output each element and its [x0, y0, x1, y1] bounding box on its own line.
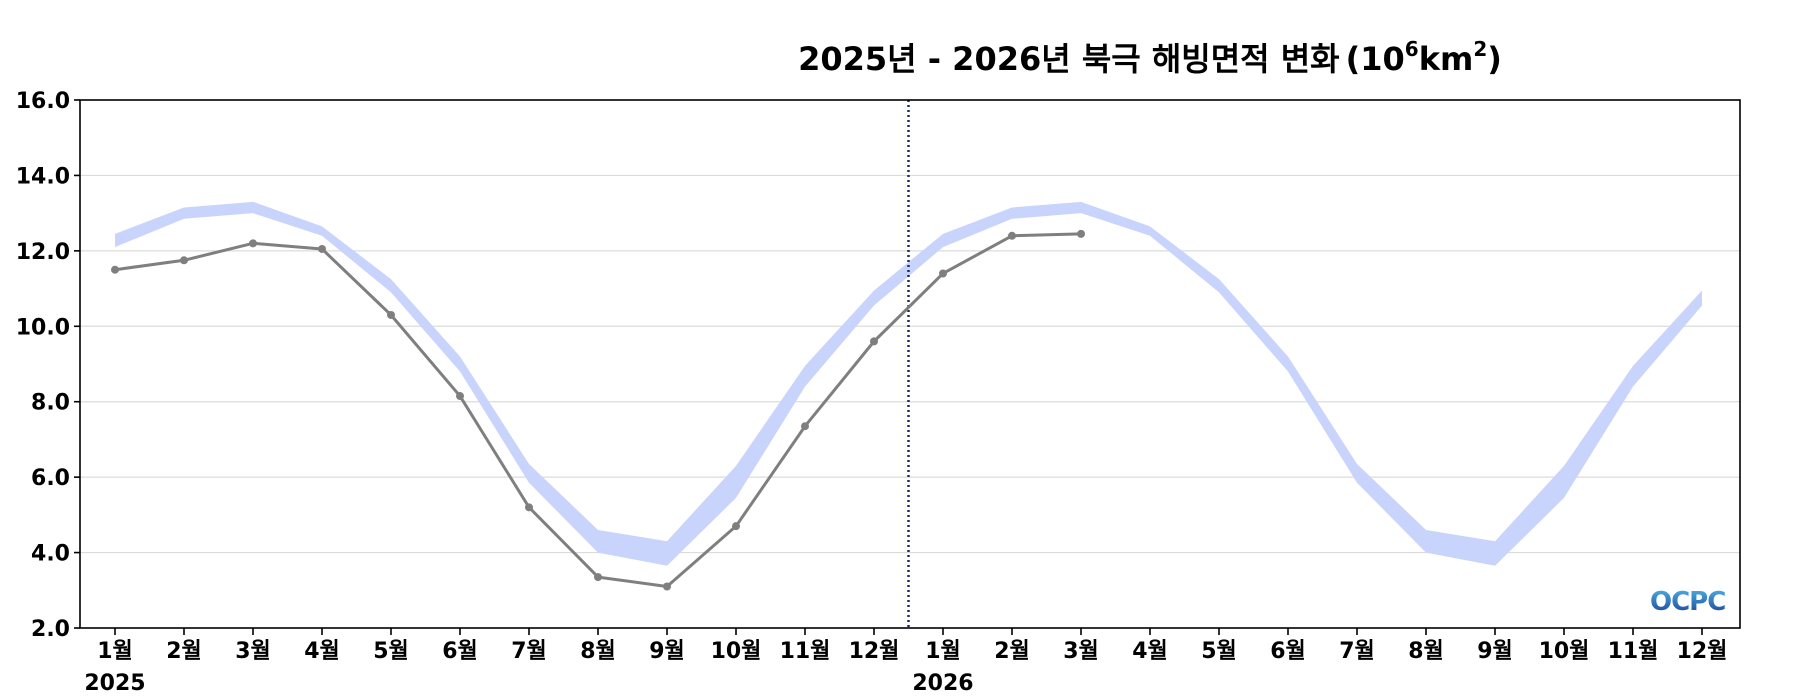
- data-point: [1008, 231, 1016, 240]
- climate-range-band-group: [115, 201, 1702, 566]
- x-tick-label: 7월: [511, 639, 547, 664]
- chart-title-unit-prefix: (10: [1346, 40, 1405, 78]
- plot-frame: [79, 99, 1741, 629]
- x-axis-ticks: 1월 2월 3월 4월 5월 6월 7월 8월 9월 10월 11월 12월 1월 2월 3월 4월 5월 6월 7…: [97, 628, 1727, 664]
- data-point: [663, 582, 671, 591]
- data-point: [594, 573, 602, 582]
- x-tick-label: 11월: [780, 639, 831, 664]
- x-tick-label: 3월: [1063, 639, 1099, 664]
- x-tick-label: 8월: [580, 639, 616, 664]
- x-tick-label: 1월: [97, 639, 133, 664]
- y-tick-label: 16.0: [16, 89, 70, 114]
- x-tick-label: 7월: [1339, 639, 1375, 664]
- x-tick-label: 5월: [373, 639, 409, 664]
- chart-title-unit-suffix: ): [1487, 40, 1502, 78]
- data-point: [387, 310, 395, 319]
- data-point: [732, 522, 740, 531]
- chart-title-unit-exp: 6: [1405, 37, 1419, 61]
- x-tick-label: 8월: [1408, 639, 1444, 664]
- x-tick-label: 10월: [1539, 639, 1590, 664]
- x-tick-label: 12월: [1677, 639, 1728, 664]
- year-label: 2026: [912, 671, 973, 696]
- data-point: [1077, 229, 1085, 238]
- y-tick-label: 12.0: [16, 240, 70, 265]
- y-tick-label: 10.0: [16, 315, 70, 340]
- x-tick-label: 4월: [304, 639, 340, 664]
- x-tick-label: 1월: [925, 639, 961, 664]
- x-tick-label: 11월: [1608, 639, 1659, 664]
- year-labels: 2025 2026: [84, 671, 973, 696]
- x-tick-label: 5월: [1201, 639, 1237, 664]
- y-tick-label: 2.0: [31, 617, 70, 642]
- series-group: [111, 229, 1085, 591]
- x-tick-label: 2월: [994, 639, 1030, 664]
- y-tick-label: 14.0: [16, 164, 70, 189]
- data-point: [939, 269, 947, 278]
- x-tick-label: 3월: [235, 639, 271, 664]
- data-point: [318, 244, 326, 253]
- y-tick-label: 4.0: [31, 542, 70, 567]
- chart-title-main: 2025년 - 2026년 북극 해빙면적 변화: [798, 40, 1340, 78]
- y-axis-ticks: 2.0 4.0 6.0 8.0 10.0 12.0 14.0 16.0: [16, 89, 80, 642]
- x-tick-label: 9월: [649, 639, 685, 664]
- ocpc-logo: OCPC: [1650, 587, 1726, 617]
- data-point: [111, 265, 119, 274]
- x-tick-label: 4월: [1132, 639, 1168, 664]
- data-point: [249, 239, 257, 248]
- x-tick-label: 2월: [166, 639, 202, 664]
- chart-title: 2025년 - 2026년 북극 해빙면적 변화 (106km2): [798, 37, 1502, 78]
- data-point: [525, 503, 533, 512]
- data-point: [180, 256, 188, 265]
- data-point: [456, 392, 464, 401]
- x-tick-label: 6월: [442, 639, 478, 664]
- data-point: [870, 337, 878, 346]
- year-label: 2025: [84, 671, 145, 696]
- chart-title-unit-mid: km: [1419, 40, 1474, 78]
- data-point: [801, 422, 809, 431]
- plot-frame-group: [79, 99, 1741, 629]
- x-tick-label: 10월: [711, 639, 762, 664]
- y-tick-label: 6.0: [31, 466, 70, 491]
- climate-range-band: [115, 201, 1702, 566]
- x-tick-label: 12월: [849, 639, 900, 664]
- x-tick-label: 9월: [1477, 639, 1513, 664]
- y-tick-label: 8.0: [31, 391, 70, 416]
- x-tick-label: 6월: [1270, 639, 1306, 664]
- chart-title-unit-exp2: 2: [1473, 37, 1487, 61]
- ocpc-logo-text: OCPC: [1650, 587, 1725, 617]
